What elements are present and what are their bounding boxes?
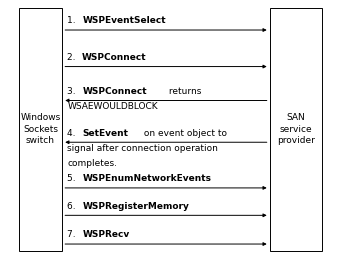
Text: 4.: 4.: [67, 129, 79, 138]
Polygon shape: [19, 8, 62, 251]
Text: completes.: completes.: [67, 159, 117, 168]
Text: SAN
service
provider: SAN service provider: [277, 113, 315, 145]
Text: 3.: 3.: [67, 87, 79, 96]
Text: 7.: 7.: [67, 230, 79, 239]
Text: WSAEWOULDBLOCK: WSAEWOULDBLOCK: [67, 102, 158, 111]
Text: returns: returns: [165, 87, 201, 96]
Text: WSPRegisterMemory: WSPRegisterMemory: [82, 202, 189, 211]
Text: WSPEnumNetworkEvents: WSPEnumNetworkEvents: [82, 174, 211, 183]
Text: 1.: 1.: [67, 16, 79, 25]
Text: 5.: 5.: [67, 174, 79, 183]
Text: Windows
Sockets
switch: Windows Sockets switch: [20, 113, 61, 145]
Text: on event object to: on event object to: [142, 129, 227, 138]
Text: WSPConnect: WSPConnect: [82, 87, 147, 96]
Text: 2.: 2.: [67, 53, 79, 62]
Text: signal after connection operation: signal after connection operation: [67, 144, 218, 153]
Polygon shape: [270, 8, 322, 251]
Text: WSPEventSelect: WSPEventSelect: [82, 16, 166, 25]
Text: WSPConnect: WSPConnect: [82, 53, 147, 62]
Text: 6.: 6.: [67, 202, 79, 211]
Text: SetEvent: SetEvent: [82, 129, 128, 138]
Text: WSPRecv: WSPRecv: [82, 230, 129, 239]
